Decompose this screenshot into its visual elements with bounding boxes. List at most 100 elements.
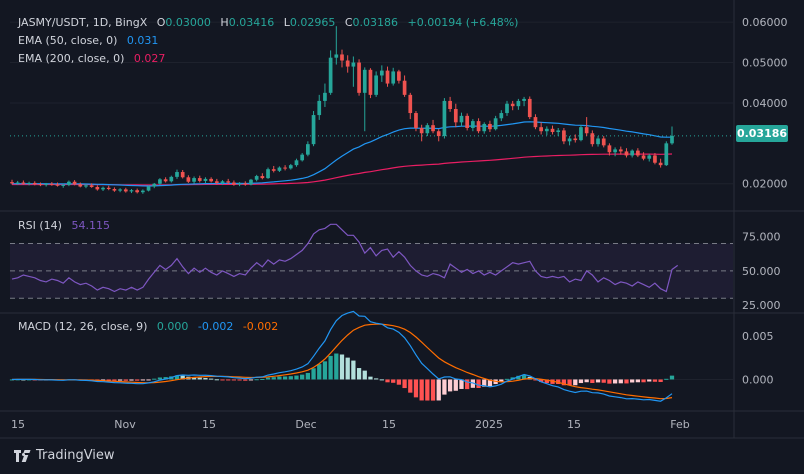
symbol-label[interactable]: JASMY/USDT, 1D, BingX — [18, 16, 148, 29]
macd-histogram-bar — [174, 375, 180, 380]
macd-histogram-bar — [590, 379, 595, 383]
candle-body — [374, 75, 378, 95]
macd-histogram-bar — [157, 377, 163, 380]
macd-histogram-bar — [282, 376, 288, 380]
macd-histogram-bar — [573, 379, 578, 386]
macd-histogram-bar — [396, 379, 402, 385]
rsi-legend[interactable]: RSI (14) 54.115 — [18, 219, 110, 232]
candle-body — [237, 183, 242, 185]
macd-histogram-bar — [544, 379, 549, 384]
macd-histogram-bar — [539, 379, 544, 383]
macd-histogram-bar — [476, 379, 481, 388]
rsi-value: 54.115 — [71, 219, 110, 232]
macd-histogram-bar — [516, 375, 521, 380]
candle-body — [516, 100, 521, 107]
candle-body — [32, 182, 37, 185]
macd-histogram-bar — [487, 379, 493, 387]
time-tick-label: Feb — [670, 418, 689, 431]
macd-histogram-bar — [197, 377, 202, 380]
candle-body — [550, 128, 555, 133]
candle-body — [226, 181, 231, 183]
close-value: C0.03186 — [344, 16, 399, 29]
macd-histogram-bar — [254, 379, 259, 381]
macd-tick-label: 0.005 — [742, 330, 774, 343]
macd-label: MACD (12, 26, close, 9) — [18, 320, 148, 333]
ema50-label: EMA (50, close, 0) — [18, 34, 118, 47]
macd-histogram-bar — [334, 353, 339, 380]
candle-body — [397, 71, 401, 81]
candle-body — [101, 187, 105, 190]
candle-body — [476, 121, 481, 132]
candle-body — [499, 113, 504, 119]
ema200-legend[interactable]: EMA (200, close, 0) 0.027 — [18, 52, 165, 65]
ema50-legend[interactable]: EMA (50, close, 0) 0.031 — [18, 34, 158, 47]
candle-body — [300, 154, 305, 161]
macd-histogram-bar — [362, 370, 367, 380]
macd-histogram-bar — [311, 368, 316, 380]
macd-histogram-bar — [368, 376, 373, 380]
candle-body — [488, 123, 492, 130]
macd-histogram-bar — [129, 379, 134, 381]
macd-histogram-bar — [430, 379, 436, 401]
candle-body — [618, 149, 623, 152]
candle-body — [260, 176, 265, 179]
macd-histogram-bar — [123, 379, 128, 381]
price-tick-label: 0.06000 — [742, 16, 788, 29]
macd-histogram-bar — [669, 375, 675, 380]
macd-histogram-bar — [584, 379, 589, 383]
macd-histogram-bar — [231, 379, 237, 381]
candle-body — [459, 115, 464, 123]
candle-body — [21, 182, 26, 184]
candle-body — [220, 181, 225, 183]
candle-body — [10, 182, 14, 184]
candle-body — [232, 182, 236, 185]
candle-body — [436, 131, 441, 137]
candle-body — [328, 57, 333, 93]
macd-legend[interactable]: MACD (12, 26, close, 9) 0.000 -0.002 -0.… — [18, 320, 278, 333]
candle-body — [579, 127, 583, 141]
candle-body — [106, 187, 111, 189]
candle-body — [391, 71, 396, 84]
macd-histogram-bar — [328, 355, 333, 380]
candle-body — [203, 178, 208, 181]
candle-body — [186, 177, 191, 182]
candle-body — [323, 92, 327, 101]
candle-body — [317, 100, 322, 116]
candle-body — [624, 151, 629, 156]
candle-body — [209, 178, 213, 182]
candle-body — [601, 138, 606, 146]
rsi-tick-label: 50.000 — [742, 265, 781, 278]
ema200-value: 0.027 — [133, 52, 166, 65]
macd-histogram-bar — [146, 379, 151, 381]
macd-histogram-bar — [112, 379, 117, 381]
rsi-tick-label: 25.000 — [742, 299, 781, 312]
macd-histogram-bar — [499, 379, 504, 382]
macd-histogram-bar — [214, 379, 219, 381]
brand-name: TradingView — [36, 448, 115, 463]
candle-body — [84, 185, 88, 187]
candle-body — [584, 127, 589, 134]
candle-body — [112, 188, 117, 191]
candle-body — [641, 155, 646, 159]
candle-body — [152, 183, 157, 187]
macd-histogram-bar — [379, 379, 384, 381]
macd-histogram-bar — [504, 378, 510, 380]
candle-body — [408, 94, 413, 114]
macd-histogram-bar — [567, 379, 572, 386]
candle-body — [562, 130, 566, 142]
macd-histogram-bar — [237, 379, 242, 381]
macd-histogram-bar — [612, 379, 618, 384]
candle-body — [95, 186, 100, 190]
macd-histogram-bar — [339, 354, 345, 380]
tradingview-brand[interactable]: TradingView — [14, 448, 115, 463]
change-value: +0.00194 (+6.48%) — [407, 16, 519, 29]
macd-tick-label: 0.000 — [742, 373, 774, 386]
ema200-label: EMA (200, close, 0) — [18, 52, 125, 65]
macd-histogram-bar — [305, 372, 310, 380]
rsi-line — [11, 223, 679, 293]
macd-histogram-bar — [9, 379, 15, 381]
last-price-tag: 0.03186 — [736, 125, 788, 142]
macd-histogram-bar — [402, 379, 407, 389]
